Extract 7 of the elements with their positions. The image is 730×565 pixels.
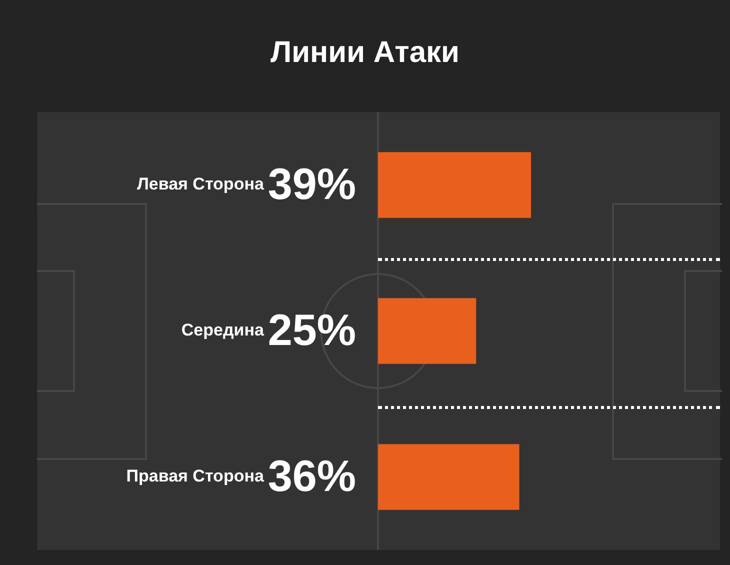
y-tick-label: Левая Сторона <box>136 174 264 194</box>
data-label: 39% <box>268 160 356 210</box>
y-tick-label: Середина <box>181 320 264 340</box>
data-label: 25% <box>268 306 356 356</box>
data-label: 36% <box>268 452 356 502</box>
y-tick-label: Правая Сторона <box>126 466 264 486</box>
chart-title: Линии Атаки <box>270 36 460 70</box>
